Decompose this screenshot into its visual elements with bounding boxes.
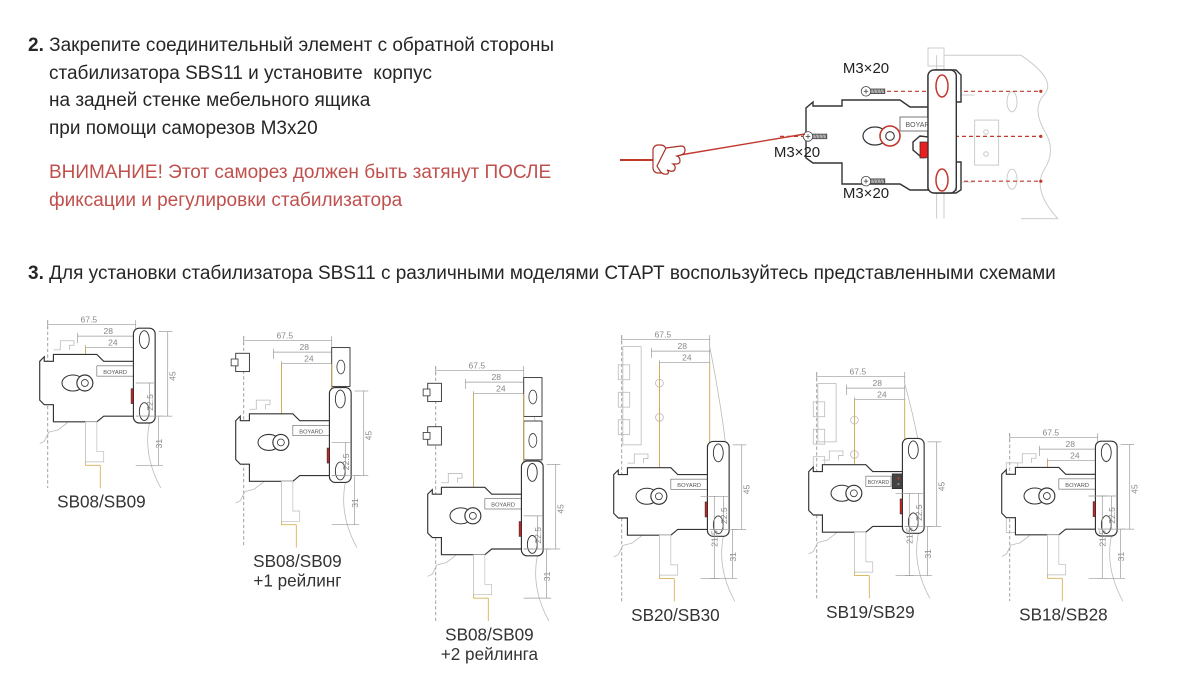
svg-text:SB08/SB09: SB08/SB09 [57, 491, 146, 511]
svg-text:31: 31 [542, 571, 552, 581]
svg-text:21.5: 21.5 [710, 530, 720, 547]
svg-text:22.5: 22.5 [1107, 507, 1117, 524]
svg-text:+1 рейлинг: +1 рейлинг [254, 571, 342, 591]
svg-text:21.5: 21.5 [1098, 530, 1108, 547]
svg-text:BOYARD: BOYARD [300, 429, 324, 435]
svg-text:BOYARD: BOYARD [868, 480, 890, 486]
svg-text:28: 28 [492, 372, 502, 382]
svg-text:28: 28 [873, 378, 883, 388]
svg-text:22.5: 22.5 [145, 393, 155, 410]
svg-text:45: 45 [1130, 484, 1140, 494]
svg-text:21.5: 21.5 [905, 527, 915, 544]
svg-text:45: 45 [937, 482, 947, 492]
svg-text:67.5: 67.5 [81, 314, 98, 324]
svg-text:24: 24 [108, 337, 118, 347]
svg-text:67.5: 67.5 [655, 329, 672, 339]
svg-text:28: 28 [104, 325, 114, 335]
svg-text:31: 31 [154, 438, 164, 448]
svg-text:45: 45 [364, 431, 374, 441]
svg-text:28: 28 [300, 342, 310, 352]
svg-text:45: 45 [742, 484, 752, 494]
svg-text:M3×20: M3×20 [843, 185, 889, 202]
svg-text:SB20/SB30: SB20/SB30 [631, 605, 720, 625]
svg-text:22.5: 22.5 [914, 504, 924, 521]
svg-text:SB18/SB28: SB18/SB28 [1019, 605, 1108, 625]
svg-text:67.5: 67.5 [469, 360, 486, 370]
svg-text:BOYARD: BOYARD [104, 369, 128, 375]
svg-text:45: 45 [556, 504, 566, 514]
svg-text:24: 24 [682, 352, 692, 362]
svg-text:M3×20: M3×20 [843, 60, 889, 77]
svg-text:SB08/SB09: SB08/SB09 [445, 624, 534, 644]
svg-text:24: 24 [304, 353, 314, 363]
svg-text:22.5: 22.5 [533, 527, 543, 544]
svg-text:28: 28 [1066, 439, 1076, 449]
svg-text:31: 31 [923, 549, 933, 559]
svg-text:67.5: 67.5 [1043, 428, 1060, 438]
svg-text:22.5: 22.5 [341, 453, 351, 470]
svg-text:67.5: 67.5 [277, 331, 294, 341]
svg-text:24: 24 [877, 390, 887, 400]
svg-text:31: 31 [1116, 552, 1126, 562]
svg-text:+2 рейлинга: +2 рейлинга [441, 644, 539, 664]
svg-text:45: 45 [168, 371, 178, 381]
svg-text:28: 28 [678, 341, 688, 351]
svg-text:SB08/SB09: SB08/SB09 [253, 551, 342, 571]
svg-text:22.5: 22.5 [719, 507, 729, 524]
svg-text:67.5: 67.5 [850, 367, 867, 377]
svg-text:24: 24 [1070, 450, 1080, 460]
svg-text:BOYARD: BOYARD [492, 503, 516, 509]
svg-text:BOYARD: BOYARD [678, 483, 702, 489]
svg-text:BOYARD: BOYARD [1066, 483, 1090, 489]
svg-text:24: 24 [496, 383, 506, 393]
svg-text:SB19/SB29: SB19/SB29 [826, 602, 915, 622]
svg-text:31: 31 [350, 498, 360, 508]
svg-text:31: 31 [728, 552, 738, 562]
